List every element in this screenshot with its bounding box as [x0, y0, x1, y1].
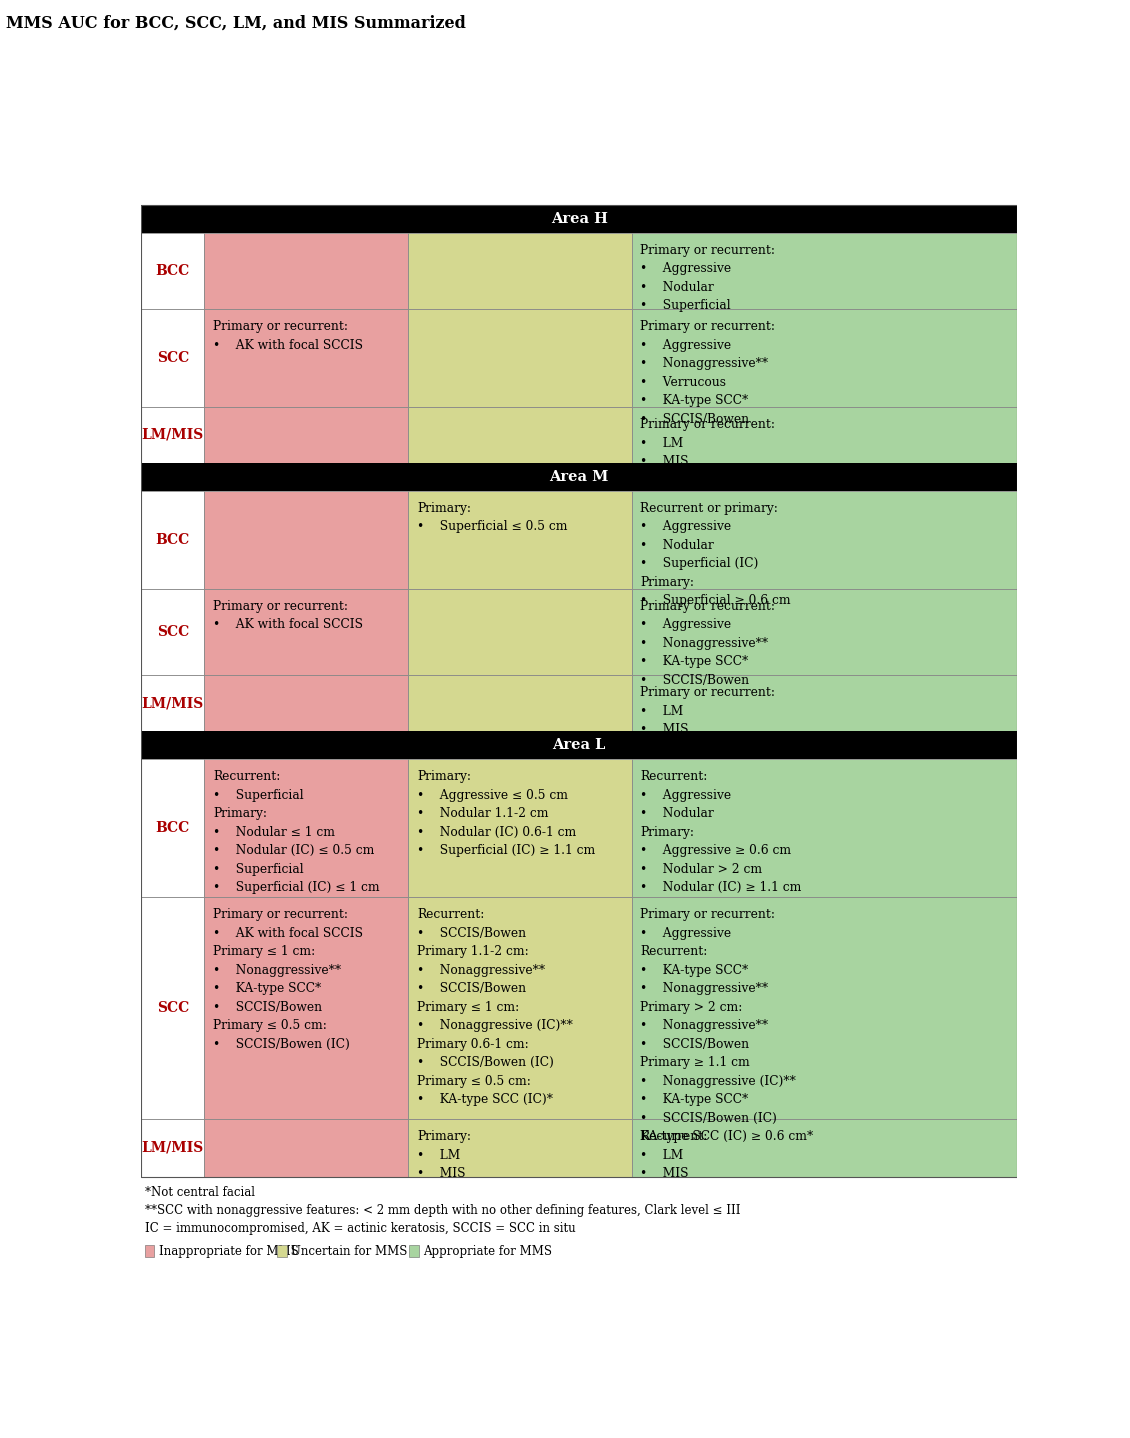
Bar [141, 732, 1017, 759]
Bar [205, 407, 408, 463]
Bar [632, 759, 1017, 897]
Text: **SCC with nonaggressive features: < 2 mm depth with no other defining features,: **SCC with nonaggressive features: < 2 m… [145, 1204, 740, 1217]
Text: LM/MIS: LM/MIS [141, 1140, 203, 1155]
Text: Area M: Area M [549, 470, 609, 483]
Text: LM/MIS: LM/MIS [141, 696, 203, 710]
Text: IC = immunocompromised, AK = actinic keratosis, SCCIS = SCC in situ: IC = immunocompromised, AK = actinic ker… [145, 1222, 575, 1235]
Bar [141, 490, 205, 588]
Text: Primary:
•    LM
•    MIS: Primary: • LM • MIS [417, 1130, 471, 1181]
Bar [632, 1119, 1017, 1176]
Bar [141, 588, 205, 676]
Bar [408, 1119, 632, 1176]
Text: Recurrent:
•    SCCIS/Bowen
Primary 1.1-2 cm:
•    Nonaggressive**
•    SCCIS/Bo: Recurrent: • SCCIS/Bowen Primary 1.1-2 c… [417, 909, 573, 1106]
Bar [205, 490, 408, 588]
Bar [205, 309, 408, 407]
Text: Primary or recurrent:
•    Aggressive
•    Nodular
•    Superficial: Primary or recurrent: • Aggressive • Nod… [641, 243, 775, 312]
Text: SCC: SCC [157, 351, 189, 365]
Bar [408, 490, 632, 588]
Text: Inappropriate for MMS: Inappropriate for MMS [158, 1244, 298, 1258]
Bar [141, 897, 205, 1119]
Text: Primary or recurrent:
•    LM
•    MIS: Primary or recurrent: • LM • MIS [641, 686, 775, 736]
Text: SCC: SCC [157, 1001, 189, 1015]
Text: Primary or recurrent:
•    LM
•    MIS: Primary or recurrent: • LM • MIS [641, 418, 775, 467]
Text: LM/MIS: LM/MIS [141, 429, 203, 441]
Text: Primary or recurrent:
•    AK with focal SCCIS: Primary or recurrent: • AK with focal SC… [214, 321, 363, 352]
Bar [632, 897, 1017, 1119]
Bar [632, 676, 1017, 732]
Text: Primary:
•    Aggressive ≤ 0.5 cm
•    Nodular 1.1-2 cm
•    Nodular (IC) 0.6-1 : Primary: • Aggressive ≤ 0.5 cm • Nodular… [417, 771, 596, 857]
Text: BCC: BCC [156, 532, 190, 546]
Bar [205, 759, 408, 897]
Bar [141, 309, 205, 407]
Bar [632, 490, 1017, 588]
Text: MMS AUC for BCC, SCC, LM, and MIS Summarized: MMS AUC for BCC, SCC, LM, and MIS Summar… [6, 14, 466, 32]
Bar [141, 204, 1017, 1176]
Bar [141, 204, 1017, 233]
Bar [408, 676, 632, 732]
Text: Recurrent or primary:
•    Aggressive
•    Nodular
•    Superficial (IC)
Primary: Recurrent or primary: • Aggressive • Nod… [641, 502, 791, 607]
Text: Recurrent:
•    Aggressive
•    Nodular
Primary:
•    Aggressive ≥ 0.6 cm
•    N: Recurrent: • Aggressive • Nodular Primar… [641, 771, 802, 894]
Text: Primary or recurrent:
•    AK with focal SCCIS
Primary ≤ 1 cm:
•    Nonaggressiv: Primary or recurrent: • AK with focal SC… [214, 909, 363, 1051]
Text: Primary:
•    Superficial ≤ 0.5 cm: Primary: • Superficial ≤ 0.5 cm [417, 502, 567, 533]
Bar [632, 588, 1017, 676]
Bar [632, 407, 1017, 463]
Bar [408, 759, 632, 897]
Text: Recurrent:
•    LM
•    MIS: Recurrent: • LM • MIS [641, 1130, 707, 1181]
Text: Primary or recurrent:
•    AK with focal SCCIS: Primary or recurrent: • AK with focal SC… [214, 600, 363, 631]
Bar [205, 588, 408, 676]
Bar [632, 233, 1017, 309]
Text: BCC: BCC [156, 263, 190, 278]
Bar [205, 233, 408, 309]
Bar [141, 1119, 205, 1176]
Text: Area L: Area L [553, 738, 606, 752]
Bar [408, 309, 632, 407]
Bar [141, 407, 205, 463]
Bar [141, 233, 205, 309]
Bar [205, 1119, 408, 1176]
Text: Primary or recurrent:
•    Aggressive
Recurrent:
•    KA-type SCC*
•    Nonaggre: Primary or recurrent: • Aggressive Recur… [641, 909, 814, 1143]
Bar [408, 233, 632, 309]
Text: Primary or recurrent:
•    Aggressive
•    Nonaggressive**
•    KA-type SCC*
•  : Primary or recurrent: • Aggressive • Non… [641, 600, 775, 687]
Text: Area H: Area H [550, 211, 608, 226]
Bar [408, 897, 632, 1119]
Bar [277, 1245, 287, 1257]
Text: SCC: SCC [157, 626, 189, 638]
Text: *Not central facial: *Not central facial [145, 1186, 254, 1199]
Bar [205, 676, 408, 732]
Text: Appropriate for MMS: Appropriate for MMS [424, 1244, 553, 1258]
Bar [409, 1245, 419, 1257]
Text: Primary or recurrent:
•    Aggressive
•    Nonaggressive**
•    Verrucous
•    K: Primary or recurrent: • Aggressive • Non… [641, 321, 775, 426]
Text: BCC: BCC [156, 821, 190, 835]
Bar [408, 407, 632, 463]
Bar [141, 759, 205, 897]
Bar [205, 897, 408, 1119]
Bar [141, 676, 205, 732]
Text: Uncertain for MMS: Uncertain for MMS [292, 1244, 408, 1258]
Bar [145, 1245, 155, 1257]
Bar [141, 463, 1017, 490]
Bar [408, 588, 632, 676]
Bar [632, 309, 1017, 407]
Text: Recurrent:
•    Superficial
Primary:
•    Nodular ≤ 1 cm
•    Nodular (IC) ≤ 0.5: Recurrent: • Superficial Primary: • Nodu… [214, 771, 380, 894]
